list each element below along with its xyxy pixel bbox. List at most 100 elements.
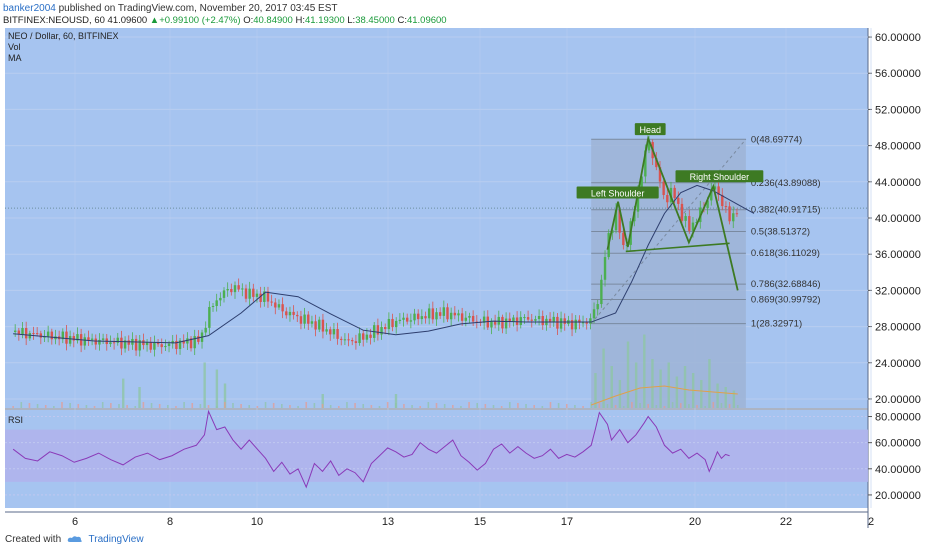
pattern-label: Head (639, 125, 661, 135)
candle-body (446, 307, 449, 320)
candle-body (156, 342, 160, 345)
candle-body (303, 314, 306, 324)
candle-body (325, 329, 328, 332)
candle-body (336, 329, 339, 339)
candle-body (314, 321, 317, 330)
candle-body (416, 313, 420, 320)
candle-body (134, 338, 138, 351)
volume-bar (394, 403, 397, 408)
volume-bar (508, 402, 511, 408)
volume-bar (598, 403, 601, 408)
volume-bar (403, 404, 405, 408)
candle-body (585, 322, 588, 324)
volume-bar (565, 404, 568, 408)
candle-body (563, 318, 566, 324)
volume-bar (618, 380, 622, 408)
candle-body (211, 305, 215, 307)
time-tick-label: 2 (868, 516, 874, 528)
candle-body (109, 342, 112, 345)
candle-body (409, 320, 413, 322)
candle-body (658, 167, 662, 182)
candle-body (76, 334, 79, 341)
published-text: published on TradingView.com, November 2… (58, 3, 338, 14)
volume-bar (183, 402, 185, 408)
rsi-legend: RSI (8, 415, 23, 426)
candle-body (677, 197, 680, 204)
volume-bar (419, 406, 422, 408)
candle-body (277, 304, 281, 308)
candle-body (288, 311, 292, 316)
candle-body (21, 327, 24, 335)
volume-bar (688, 404, 690, 408)
candle-body (237, 285, 240, 290)
candle-body (431, 308, 435, 320)
volume-bar (626, 341, 630, 408)
volume-bar (12, 406, 14, 408)
candle-body (622, 232, 625, 246)
chart-area[interactable]: 20.00000 24.00000 28.00000 32.00000 36.00000… (0, 28, 932, 532)
candle-body (292, 311, 295, 315)
volume-bar (134, 406, 137, 408)
candle-body (721, 194, 724, 207)
volume-bar (435, 403, 438, 408)
candle-body (362, 333, 365, 340)
high-label: H: (295, 15, 305, 26)
volume-bar (281, 404, 283, 408)
volume-bar (126, 405, 128, 408)
fibonacci-trend-line (590, 138, 747, 324)
neckline (625, 242, 730, 253)
fibonacci-level-label: 0.5(38.51372) (751, 226, 810, 237)
candle-body (523, 317, 526, 319)
candle-body (548, 318, 552, 323)
price-tick-label: 40.00000 (875, 213, 921, 225)
candle-body (358, 333, 361, 344)
price-tick-label: 52.00000 (875, 104, 921, 116)
volume-bar (321, 404, 324, 408)
candle-body (680, 203, 684, 221)
candle-body (402, 317, 405, 320)
candle-body (526, 317, 530, 320)
candle-body (596, 304, 599, 310)
open-value: 40.84900 (253, 15, 293, 26)
volume-bar (655, 405, 658, 408)
fibonacci-level-label: 0.236(43.89088) (751, 178, 821, 189)
candle-body (471, 315, 475, 322)
rsi-pane-title: RSI (8, 415, 24, 425)
volume-bar (167, 405, 169, 408)
candle-body (145, 342, 149, 346)
candle-body (259, 293, 262, 302)
candle-body (241, 288, 244, 290)
volume-bar (53, 406, 55, 408)
candle-body (175, 340, 178, 349)
candle-body (449, 312, 453, 320)
volume-bar (728, 404, 731, 408)
volume-bar (468, 402, 470, 408)
author-name[interactable]: banker2004 (3, 3, 56, 14)
volume-bar (158, 404, 161, 408)
volume-bar (175, 406, 177, 408)
time-tick-label: 20 (689, 516, 701, 528)
price-scale-background (868, 28, 932, 532)
candle-body (138, 340, 141, 351)
candle-body (655, 158, 658, 168)
volume-bar (732, 390, 736, 408)
volume-bar (122, 378, 125, 408)
candle-body (321, 319, 325, 332)
volume-bar (101, 402, 104, 408)
candle-body (380, 326, 383, 335)
volume-bar (110, 403, 112, 408)
volume-bar (631, 402, 633, 408)
candle-body (142, 340, 145, 346)
volume-bar (533, 405, 535, 408)
candle-body (614, 209, 618, 231)
candle-body (603, 257, 607, 280)
volume-bar (492, 405, 495, 408)
volume-bar (305, 402, 308, 408)
chart-svg[interactable]: 20.00000 24.00000 28.00000 32.00000 36.00000… (0, 28, 932, 532)
candle-body (435, 312, 438, 320)
candle-body (120, 337, 123, 349)
tradingview-link[interactable]: TradingView (88, 534, 144, 545)
candle-body (208, 306, 211, 328)
volume-bar (370, 405, 373, 408)
volume-bar (362, 404, 365, 408)
